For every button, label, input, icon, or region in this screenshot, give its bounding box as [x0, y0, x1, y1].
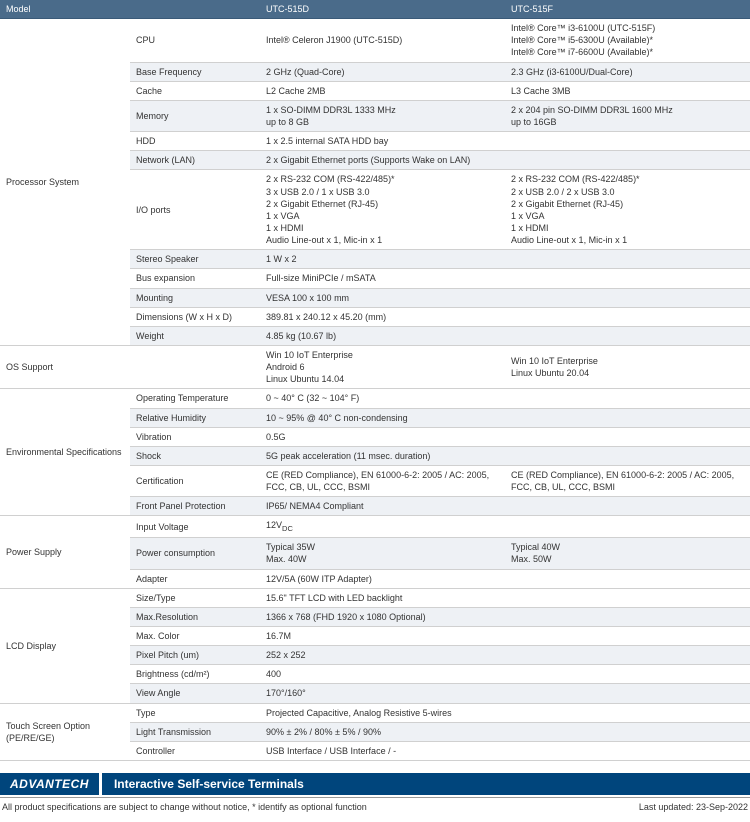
value-cell: Typical 35WMax. 40W: [260, 538, 505, 569]
value-cell: 4.85 kg (10.67 lb): [260, 326, 750, 345]
attr-cell: Memory: [130, 100, 260, 131]
value-cell: Intel® Celeron J1900 (UTC-515D): [260, 19, 505, 62]
attr-cell: Vibration: [130, 427, 260, 446]
value-cell: L3 Cache 3MB: [505, 81, 750, 100]
attr-cell: Weight: [130, 326, 260, 345]
value-cell: 2 x RS-232 COM (RS-422/485)*3 x USB 2.0 …: [260, 170, 505, 250]
attr-cell: Controller: [130, 741, 260, 760]
value-cell: 2.3 GHz (i3-6100U/Dual-Core): [505, 62, 750, 81]
spec-table: ModelUTC-515DUTC-515FProcessor SystemCPU…: [0, 0, 750, 761]
value-cell: Intel® Core™ i3-6100U (UTC-515F)Intel® C…: [505, 19, 750, 62]
value-cell: L2 Cache 2MB: [260, 81, 505, 100]
attr-cell: Network (LAN): [130, 151, 260, 170]
attr-cell: Type: [130, 703, 260, 722]
footer-text: All product specifications are subject t…: [0, 797, 750, 822]
value-cell: USB Interface / USB Interface / -: [260, 741, 750, 760]
footer-bar: ADVANTECH Interactive Self-service Termi…: [0, 773, 750, 795]
value-cell: 5G peak acceleration (11 msec. duration): [260, 446, 750, 465]
value-cell: 252 x 252: [260, 646, 750, 665]
category-cell: Processor System: [0, 19, 130, 346]
attr-cell: [130, 345, 260, 388]
attr-cell: Adapter: [130, 569, 260, 588]
category-cell: LCD Display: [0, 588, 130, 703]
value-cell: 10 ~ 95% @ 40° C non-condensing: [260, 408, 750, 427]
footer-updated: Last updated: 23-Sep-2022: [639, 802, 748, 812]
value-cell: 12V/5A (60W ITP Adapter): [260, 569, 750, 588]
value-cell: 16.7M: [260, 626, 750, 645]
table-row: Environmental SpecificationsOperating Te…: [0, 389, 750, 408]
value-cell: VESA 100 x 100 mm: [260, 288, 750, 307]
category-cell: Power Supply: [0, 516, 130, 588]
category-cell: Environmental Specifications: [0, 389, 130, 516]
value-cell: 2 x 204 pin SO-DIMM DDR3L 1600 MHzup to …: [505, 100, 750, 131]
value-cell: 0 ~ 40° C (32 ~ 104° F): [260, 389, 750, 408]
attr-cell: Front Panel Protection: [130, 497, 260, 516]
value-cell: Projected Capacitive, Analog Resistive 5…: [260, 703, 750, 722]
attr-cell: Operating Temperature: [130, 389, 260, 408]
value-cell: CE (RED Compliance), EN 61000-6-2: 2005 …: [505, 465, 750, 496]
attr-cell: Mounting: [130, 288, 260, 307]
header-model-label: Model: [0, 0, 260, 19]
value-cell: 1 W x 2: [260, 250, 750, 269]
value-cell: CE (RED Compliance), EN 61000-6-2: 2005 …: [260, 465, 505, 496]
logo: ADVANTECH: [0, 773, 99, 795]
value-cell: 2 x RS-232 COM (RS-422/485)*2 x USB 2.0 …: [505, 170, 750, 250]
attr-cell: Base Frequency: [130, 62, 260, 81]
footer-note: All product specifications are subject t…: [2, 802, 367, 812]
table-row: Touch Screen Option (PE/RE/GE)TypeProjec…: [0, 703, 750, 722]
table-row: OS Support Win 10 IoT EnterpriseAndroid 6…: [0, 345, 750, 388]
attr-cell: Size/Type: [130, 588, 260, 607]
attr-cell: Pixel Pitch (um): [130, 646, 260, 665]
attr-cell: Input Voltage: [130, 516, 260, 538]
value-cell: 2 GHz (Quad-Core): [260, 62, 505, 81]
value-cell: Typical 40WMax. 50W: [505, 538, 750, 569]
value-cell: Win 10 IoT EnterpriseLinux Ubuntu 20.04: [505, 345, 750, 388]
value-cell: 1 x 2.5 internal SATA HDD bay: [260, 132, 750, 151]
attr-cell: Relative Humidity: [130, 408, 260, 427]
value-cell: 389.81 x 240.12 x 45.20 (mm): [260, 307, 750, 326]
attr-cell: View Angle: [130, 684, 260, 703]
attr-cell: Stereo Speaker: [130, 250, 260, 269]
value-cell: 170°/160°: [260, 684, 750, 703]
attr-cell: Brightness (cd/m²): [130, 665, 260, 684]
value-cell: 15.6" TFT LCD with LED backlight: [260, 588, 750, 607]
category-cell: Touch Screen Option (PE/RE/GE): [0, 703, 130, 760]
value-cell: 0.5G: [260, 427, 750, 446]
attr-cell: Power consumption: [130, 538, 260, 569]
attr-cell: Certification: [130, 465, 260, 496]
value-cell: 400: [260, 665, 750, 684]
attr-cell: Light Transmission: [130, 722, 260, 741]
attr-cell: Dimensions (W x H x D): [130, 307, 260, 326]
attr-cell: Cache: [130, 81, 260, 100]
value-cell: IP65/ NEMA4 Compliant: [260, 497, 750, 516]
attr-cell: Max.Resolution: [130, 607, 260, 626]
attr-cell: Max. Color: [130, 626, 260, 645]
header-row: ModelUTC-515DUTC-515F: [0, 0, 750, 19]
attr-cell: CPU: [130, 19, 260, 62]
value-cell: 90% ± 2% / 80% ± 5% / 90%: [260, 722, 750, 741]
attr-cell: HDD: [130, 132, 260, 151]
value-cell: 12VDC: [260, 516, 750, 538]
table-row: LCD DisplaySize/Type15.6" TFT LCD with L…: [0, 588, 750, 607]
tagline: Interactive Self-service Terminals: [102, 773, 750, 795]
table-row: Power SupplyInput Voltage12VDC: [0, 516, 750, 538]
category-cell: OS Support: [0, 345, 130, 388]
attr-cell: Bus expansion: [130, 269, 260, 288]
header-col2: UTC-515F: [505, 0, 750, 19]
value-cell: 1 x SO-DIMM DDR3L 1333 MHzup to 8 GB: [260, 100, 505, 131]
table-row: Processor SystemCPUIntel® Celeron J1900 …: [0, 19, 750, 62]
attr-cell: Shock: [130, 446, 260, 465]
value-cell: 2 x Gigabit Ethernet ports (Supports Wak…: [260, 151, 750, 170]
attr-cell: I/O ports: [130, 170, 260, 250]
value-cell: 1366 x 768 (FHD 1920 x 1080 Optional): [260, 607, 750, 626]
value-cell: Full-size MiniPCIe / mSATA: [260, 269, 750, 288]
header-col1: UTC-515D: [260, 0, 505, 19]
value-cell: Win 10 IoT EnterpriseAndroid 6Linux Ubun…: [260, 345, 505, 388]
